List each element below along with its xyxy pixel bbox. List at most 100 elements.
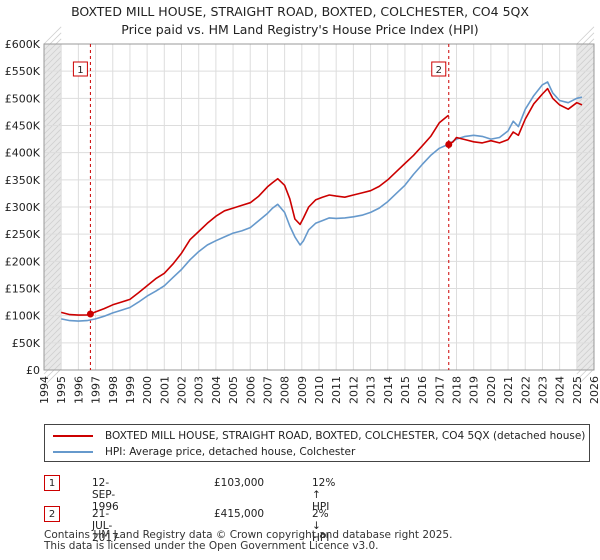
x-tick-label: 1997 [90, 376, 103, 404]
hatch-line [43, 74, 62, 93]
y-tick-label: £300K [5, 201, 41, 214]
hatch-line [576, 200, 595, 219]
y-tick-label: £500K [5, 92, 41, 105]
hatch-line [43, 278, 62, 297]
x-tick-label: 2016 [416, 376, 429, 404]
hatch-line [576, 326, 595, 345]
hatch-line [43, 308, 62, 327]
x-tick-label: 2025 [571, 376, 584, 404]
hatch-line [576, 260, 595, 279]
transaction-date: 21-JUL-2017 [92, 508, 119, 544]
hatch-line [576, 248, 595, 267]
hatch-line [576, 206, 595, 225]
hatch-line [576, 368, 595, 387]
y-tick-label: £600K [5, 38, 41, 51]
hatch-line [43, 254, 62, 273]
legend-label-hpi: HPI: Average price, detached house, Colc… [105, 446, 356, 458]
chart-subtitle: Price paid vs. HM Land Registry's House … [121, 22, 479, 37]
hatch-line [43, 236, 62, 255]
hatch-line [576, 92, 595, 111]
hatch-line [576, 44, 595, 63]
hatch-line [576, 308, 595, 327]
hatch-line [43, 152, 62, 171]
hatch-line [43, 344, 62, 363]
hatch-line [43, 350, 62, 369]
hatch-line [576, 26, 595, 45]
hatch-line [43, 368, 62, 387]
hatch-line [576, 152, 595, 171]
hatch-line [576, 350, 595, 369]
hatch-line [576, 284, 595, 303]
x-tick-label: 2013 [365, 376, 378, 404]
hatch-line [43, 26, 62, 45]
hatch-line [43, 86, 62, 105]
legend-swatch-hpi [53, 451, 93, 453]
x-tick-label: 2024 [554, 376, 567, 404]
y-tick-label: £100K [5, 310, 41, 323]
hatch-line [43, 266, 62, 285]
hatch-line [576, 278, 595, 297]
hatch-line [43, 218, 62, 237]
hatch-line [43, 32, 62, 51]
y-tick-label: £250K [5, 228, 41, 241]
hatch-line [43, 44, 62, 63]
hatch-line [576, 140, 595, 159]
hatch-line [43, 182, 62, 201]
hatch-line [43, 320, 62, 339]
hatch-line [576, 50, 595, 69]
x-tick-label: 2022 [519, 376, 532, 404]
hatch-line [576, 356, 595, 375]
hatch-line [576, 254, 595, 273]
hatch-line [576, 314, 595, 333]
hatch-line [43, 290, 62, 309]
transaction-date: 12-SEP-1996 [92, 477, 119, 513]
footer: Contains HM Land Registry data © Crown c… [44, 530, 452, 552]
x-tick-label: 2008 [279, 376, 292, 404]
hatch-line [43, 284, 62, 303]
hatch-line [576, 272, 595, 291]
y-tick-label: £0 [26, 364, 40, 377]
sale-label: 2 [436, 65, 442, 76]
transaction-hpi: 2% ↓ HPI [312, 508, 330, 544]
hatch-line [576, 194, 595, 213]
series-line-property [61, 114, 449, 316]
price-chart: £0 £50K £100K £150K £200K £250K £300K £350K £400… [5, 26, 600, 404]
hatch-line [43, 134, 62, 153]
y-tick-label: £400K [5, 147, 41, 160]
hatch-line [576, 266, 595, 285]
hatch-line [43, 68, 62, 87]
hatch-line [43, 128, 62, 147]
hatch-line [576, 134, 595, 153]
x-tick-label: 2014 [382, 376, 395, 404]
x-tick-label: 2003 [193, 376, 206, 404]
hatch-line [43, 356, 62, 375]
hatch-line [43, 200, 62, 219]
hatch-line [576, 74, 595, 93]
hatch-line [576, 338, 595, 357]
hatch-line [43, 80, 62, 99]
hatch-line [576, 38, 595, 57]
hatch-line [576, 332, 595, 351]
x-tick-label: 1996 [72, 376, 85, 404]
hatch-line [43, 260, 62, 279]
x-tick-label: 1994 [38, 376, 51, 404]
hatch-line [43, 194, 62, 213]
plot-border [43, 43, 595, 371]
hatch-line [576, 128, 595, 147]
y-tick-label: £200K [5, 255, 41, 268]
hatch-line [43, 242, 62, 261]
x-tick-label: 2002 [176, 376, 189, 404]
x-tick-label: 2023 [536, 376, 549, 404]
hatch-line [43, 212, 62, 231]
hatch-line [43, 140, 62, 159]
x-tick-label: 2017 [433, 376, 446, 404]
hatch-line [43, 98, 62, 117]
hatch-line [576, 68, 595, 87]
series-line-property [448, 87, 583, 146]
legend-item-hpi: HPI: Average price, detached house, Colc… [53, 444, 355, 460]
hatch-line [43, 146, 62, 165]
hatch-line [576, 146, 595, 165]
x-tick-label: 2011 [330, 376, 343, 404]
hatch-line [43, 104, 62, 123]
y-tick-label: £550K [5, 65, 41, 78]
